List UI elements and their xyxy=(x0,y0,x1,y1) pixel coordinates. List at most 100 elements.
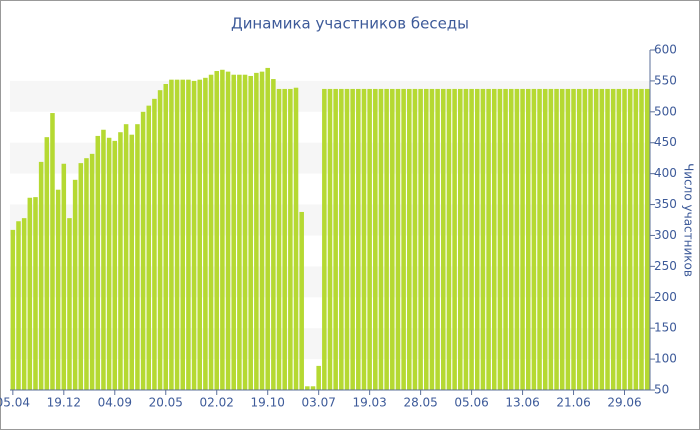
bar xyxy=(305,386,310,390)
bar xyxy=(622,88,627,390)
bar xyxy=(191,80,197,390)
bar xyxy=(123,124,129,390)
bar xyxy=(344,88,350,390)
bar xyxy=(452,88,457,390)
bar xyxy=(616,88,622,390)
bar xyxy=(106,137,112,390)
x-tick-label: 29.06 xyxy=(607,396,641,410)
bar xyxy=(101,129,106,390)
bar xyxy=(322,88,327,390)
bar xyxy=(271,79,276,391)
bar xyxy=(339,88,344,390)
x-tick-label: 19.10 xyxy=(251,396,285,410)
x-tick-label: 13.06 xyxy=(505,396,539,410)
bar xyxy=(242,74,248,391)
bar xyxy=(486,88,491,390)
bar xyxy=(548,88,554,390)
bar xyxy=(220,69,225,391)
bar xyxy=(129,134,135,390)
bar xyxy=(639,88,644,390)
bar xyxy=(55,189,61,390)
y-tick-label: 200 xyxy=(654,290,677,304)
bar xyxy=(38,161,44,390)
y-tick-label: 400 xyxy=(654,166,677,180)
bar xyxy=(237,74,242,391)
bar xyxy=(293,87,299,390)
bar xyxy=(203,77,208,391)
bar xyxy=(231,74,236,391)
bar xyxy=(157,90,163,390)
bar xyxy=(463,88,469,390)
y-tick-label: 550 xyxy=(654,73,677,87)
y-tick-label: 500 xyxy=(654,104,677,118)
bar xyxy=(395,88,401,390)
bar xyxy=(429,88,435,390)
bar xyxy=(89,153,95,390)
bar xyxy=(627,88,633,390)
bar xyxy=(33,197,38,390)
bar xyxy=(310,386,316,390)
x-tick-label: 02.02 xyxy=(200,396,234,410)
bar xyxy=(441,88,446,390)
bar xyxy=(559,88,565,390)
x-tick-label: 21.06 xyxy=(556,396,590,410)
x-tick-label: 05.06 xyxy=(454,396,488,410)
bar xyxy=(208,74,214,391)
bar xyxy=(186,79,191,390)
bar xyxy=(367,88,372,390)
bar xyxy=(135,124,140,390)
y-axis-title: Число участников xyxy=(682,163,696,277)
x-tick-label: 04.09 xyxy=(98,396,132,410)
bar xyxy=(576,88,582,390)
bar xyxy=(282,88,287,390)
bar xyxy=(424,88,429,390)
y-tick-label: 150 xyxy=(654,321,677,335)
x-tick-label: 28.05 xyxy=(403,396,437,410)
bar xyxy=(390,88,395,390)
bar xyxy=(72,179,78,390)
bar xyxy=(333,88,338,390)
bar xyxy=(254,72,259,390)
bar xyxy=(180,79,186,390)
bar xyxy=(469,88,474,390)
y-tick-label: 350 xyxy=(654,197,677,211)
bar xyxy=(84,158,89,390)
bar xyxy=(95,135,101,390)
bar xyxy=(44,137,50,390)
bar xyxy=(214,71,219,390)
bar xyxy=(112,140,118,390)
x-tick-label: 19.03 xyxy=(352,396,386,410)
y-tick-label: 50 xyxy=(654,383,669,397)
bar xyxy=(67,218,72,390)
bar xyxy=(531,88,537,390)
bar xyxy=(361,88,367,390)
bar xyxy=(140,111,146,391)
bar xyxy=(458,88,463,390)
bar xyxy=(412,88,418,390)
bar xyxy=(497,88,503,390)
bar xyxy=(10,229,16,390)
x-tick-label: 20.05 xyxy=(149,396,183,410)
bar xyxy=(491,88,497,390)
bar xyxy=(644,88,650,390)
bar xyxy=(316,365,321,390)
bar xyxy=(356,88,361,390)
bar xyxy=(401,88,406,390)
bar xyxy=(582,88,588,390)
y-tick-label: 250 xyxy=(654,259,677,273)
bar xyxy=(16,221,21,390)
bar xyxy=(571,88,576,390)
bar xyxy=(633,88,639,390)
bar xyxy=(259,71,265,391)
bar xyxy=(248,75,253,391)
bar xyxy=(508,88,514,390)
bar xyxy=(593,88,599,390)
bar xyxy=(520,88,525,390)
bar xyxy=(565,88,571,390)
bar xyxy=(503,88,508,390)
y-tick-label: 450 xyxy=(654,135,677,149)
x-tick-label: 03.07 xyxy=(301,396,335,410)
bar xyxy=(435,88,440,390)
x-tick-label: 05.04 xyxy=(0,396,30,410)
